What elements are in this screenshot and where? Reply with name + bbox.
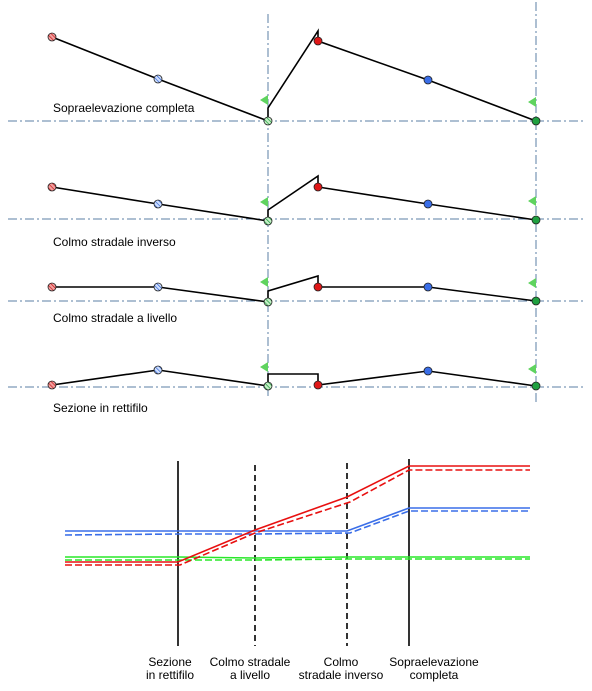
section-label: Sezione in rettifilo	[53, 401, 148, 415]
red-node	[313, 380, 323, 390]
section-sopraelevazione-completa: Sopraelevazione completa	[47, 28, 541, 126]
outer-edge-line-dashed	[65, 469, 530, 566]
centerline-node	[153, 365, 163, 375]
right-carriageway-profile	[267, 174, 537, 221]
red-node	[313, 282, 323, 292]
inner-edge-line-dashed	[65, 558, 530, 561]
centerline-line-dashed	[64, 510, 530, 536]
inner-edge-line	[65, 556, 530, 559]
section-label: Colmo stradale a livello	[53, 311, 177, 325]
green-node	[531, 381, 541, 391]
stage-label-inverso-line2: stradale inverso	[299, 668, 384, 682]
centerline-node	[153, 74, 163, 84]
section-label: Colmo stradale inverso	[53, 235, 176, 249]
inner-edge-node	[263, 216, 273, 226]
right-carriageway-profile	[267, 28, 537, 122]
section-colmo-stradale-a-livello: Colmo stradale a livello	[47, 274, 541, 325]
flag-icon	[528, 364, 536, 374]
section-colmo-stradale-inverso: Colmo stradale inverso	[47, 174, 541, 249]
centerline-node	[153, 282, 163, 292]
flag-icon	[528, 278, 536, 288]
stage-label-completa-line2: completa	[410, 668, 459, 682]
stage-label-inverso-line1: Colmo	[324, 655, 359, 669]
flag-icon	[260, 362, 268, 372]
stage-label-livello-line2: a livello	[230, 668, 270, 682]
flag-icon	[260, 277, 268, 287]
red-node	[313, 182, 323, 192]
stage-label-rettifilo-line1: Sezione	[148, 655, 192, 669]
red-node	[313, 36, 323, 46]
green-node	[531, 215, 541, 225]
flag-icon	[260, 197, 268, 207]
outer-edge-node	[47, 32, 57, 42]
flag-icon	[528, 196, 536, 206]
stage-label-livello-line1: Colmo stradale	[210, 655, 291, 669]
centerline-node	[153, 199, 163, 209]
outer-edge-node	[47, 182, 57, 192]
superelevation-profile: Sezione in rettifilo Colmo stradale a li…	[64, 459, 530, 682]
outer-edge-line	[65, 465, 530, 563]
centerline-line	[65, 507, 530, 532]
section-label: Sopraelevazione completa	[53, 101, 195, 115]
stage-label-rettifilo-line2: in rettifilo	[146, 668, 194, 682]
blue-node	[423, 75, 433, 85]
flag-icon	[528, 97, 536, 107]
section-sezione-in-rettifilo: Sezione in rettifilo	[47, 362, 541, 415]
inner-edge-node	[263, 116, 273, 126]
green-node	[531, 116, 541, 126]
blue-node	[423, 199, 433, 209]
green-node	[531, 296, 541, 306]
blue-node	[423, 282, 433, 292]
flag-icon	[260, 95, 268, 105]
right-carriageway-profile	[267, 370, 537, 387]
inner-edge-node	[263, 381, 273, 391]
right-carriageway-profile	[267, 274, 537, 302]
outer-edge-node	[47, 282, 57, 292]
inner-edge-node	[263, 297, 273, 307]
outer-edge-node	[47, 380, 57, 390]
blue-node	[423, 366, 433, 376]
stage-label-completa-line1: Sopraelevazione	[389, 655, 479, 669]
